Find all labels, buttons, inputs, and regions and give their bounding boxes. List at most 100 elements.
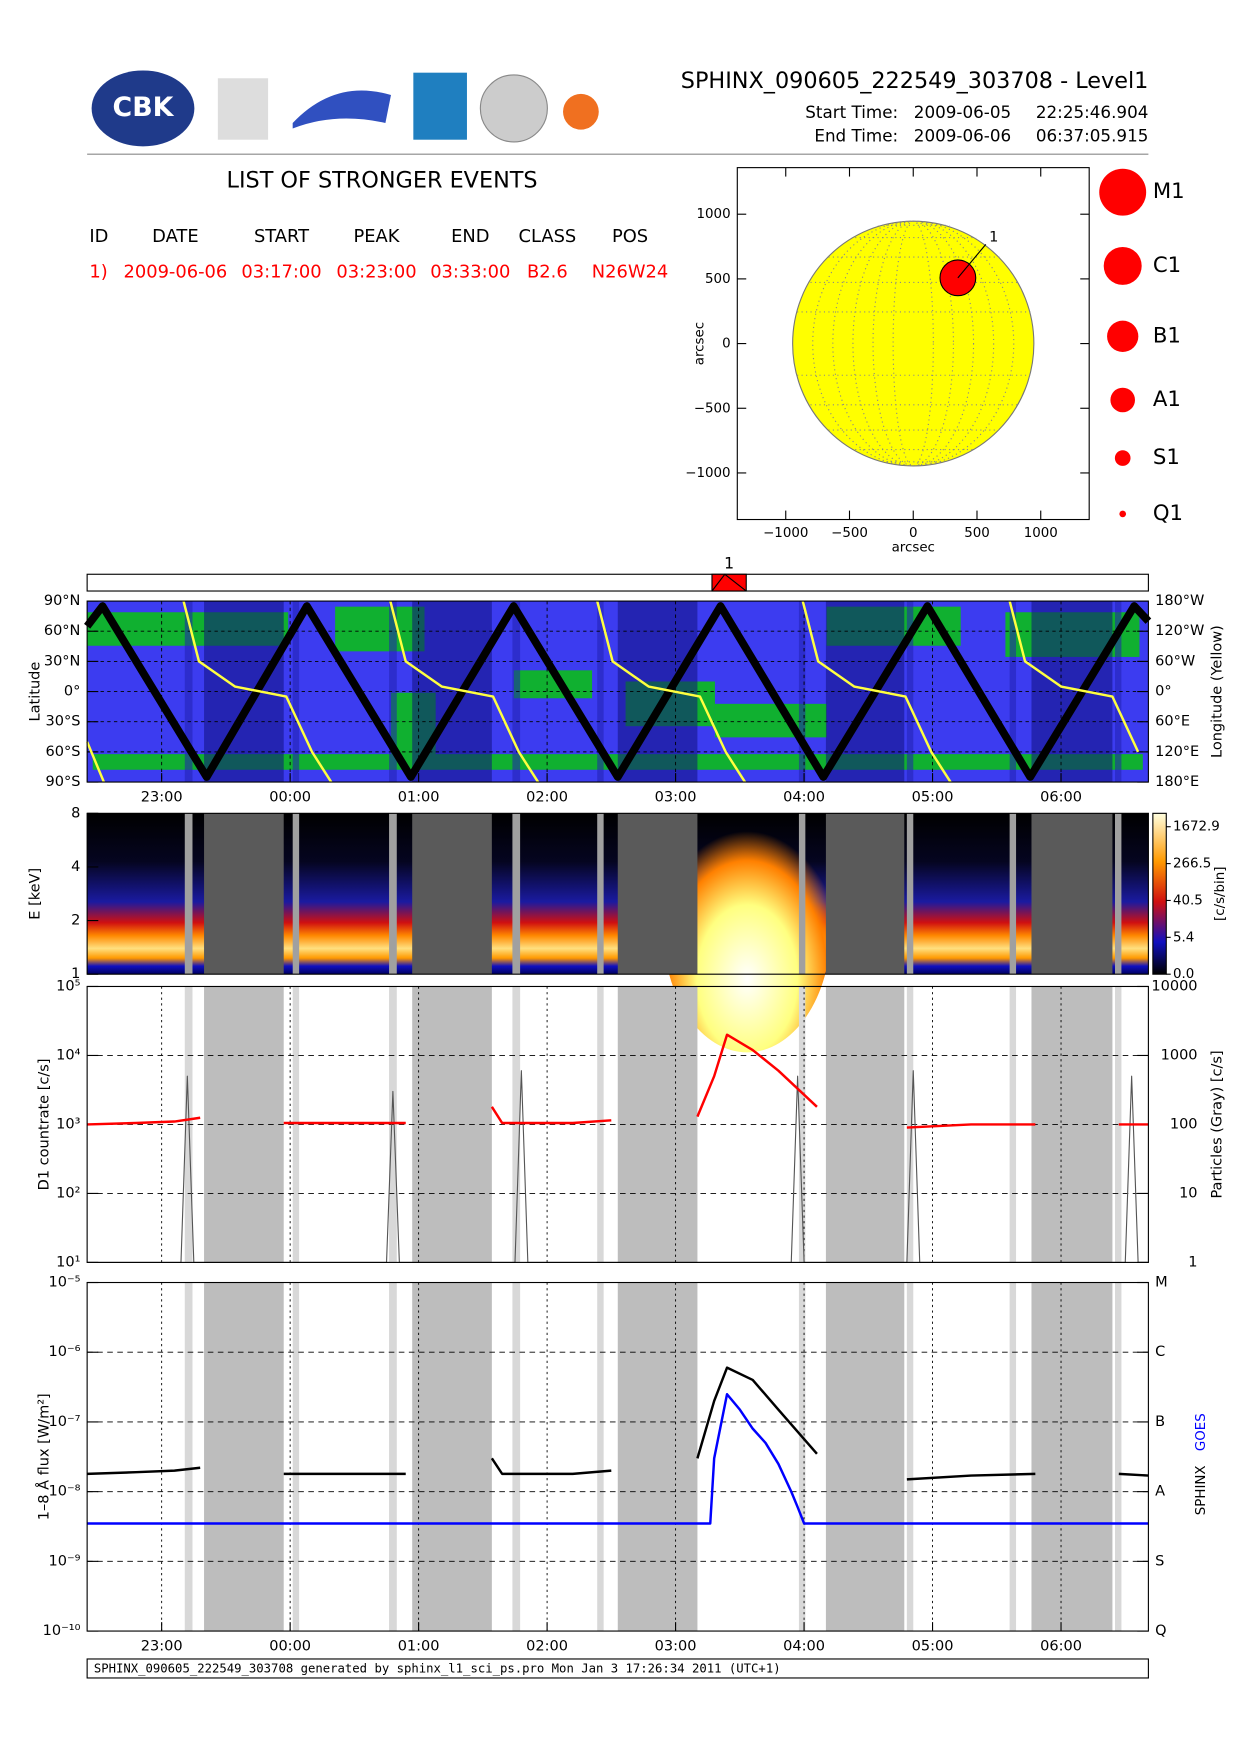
- y-tick-label: 1: [1188, 1254, 1197, 1270]
- class-label: S1: [1153, 445, 1180, 470]
- y-tick-label: 10⁵: [56, 978, 80, 994]
- x-tick-label: 1000: [1024, 526, 1058, 541]
- title: SPHINX_090605_222549_303708 - Level1: [681, 68, 1149, 94]
- x-tick-label: 500: [964, 526, 990, 541]
- y-axis-label: 1–8 Å flux [W/m²]: [36, 1393, 53, 1520]
- y-tick-label: 0°: [64, 684, 81, 700]
- colorbar-label: 1672.9: [1173, 820, 1220, 835]
- class-marker: [1114, 450, 1131, 466]
- solar-disk: [792, 220, 1035, 467]
- y-tick-label: 180°E: [1155, 774, 1199, 790]
- event-marker: [939, 259, 977, 297]
- event-bar-frame: [86, 573, 1149, 592]
- x-tick-label: 03:00: [655, 1639, 697, 1655]
- y-tick-label: Q: [1155, 1623, 1166, 1639]
- gap-light: [389, 813, 397, 975]
- event-cell: 03:33:00: [430, 262, 510, 283]
- cbk-logo: [91, 70, 195, 147]
- class-label: C1: [1153, 253, 1181, 278]
- event-cell: N26W24: [592, 262, 668, 283]
- gap-dark: [412, 1282, 492, 1632]
- plot-frame: [86, 985, 1149, 1263]
- class-label: B1: [1153, 323, 1181, 348]
- class-marker: [1119, 510, 1127, 518]
- class-label: Q1: [1153, 501, 1183, 526]
- logos: CBK: [91, 70, 599, 147]
- colorbar-label: 5.4: [1173, 930, 1194, 945]
- x-tick-label: −500: [831, 526, 868, 541]
- plot-frame: [86, 600, 1149, 783]
- y-tick-label: 10⁻⁶: [48, 1344, 80, 1360]
- logo-text: CBK: [113, 92, 175, 123]
- event-peak: [711, 573, 747, 592]
- coverage-patch: [714, 703, 827, 738]
- column-header: PEAK: [353, 226, 400, 247]
- gap-light: [512, 813, 521, 975]
- footer: SPHINX_090605_222549_303708 generated by…: [94, 1662, 781, 1676]
- gap-light: [389, 601, 397, 783]
- colorbar: [1152, 812, 1167, 975]
- y-tick-label: 90°N: [44, 593, 81, 609]
- colorbar-label: 40.5: [1173, 893, 1203, 908]
- x-tick-label: 06:00: [1040, 790, 1082, 806]
- colorbar-label: 0.0: [1173, 967, 1194, 982]
- y-tick-label: 500: [705, 272, 731, 287]
- logo: [479, 74, 548, 143]
- y-tick-label: 1: [71, 966, 80, 982]
- event-cell: 2009-06-06: [123, 262, 227, 283]
- series-line: [84, 602, 1152, 781]
- gap-light: [798, 601, 806, 783]
- series-line: [87, 1392, 1149, 1525]
- gap-light: [512, 986, 521, 1263]
- y-tick-label: 1000: [1161, 1047, 1198, 1063]
- gap-dark: [617, 813, 698, 975]
- meridian: [872, 220, 955, 466]
- logo: [292, 90, 391, 129]
- y-tick-label: 120°E: [1155, 744, 1199, 760]
- gap-dark: [204, 813, 284, 975]
- gap-light: [1114, 1282, 1122, 1632]
- events-title: LIST OF STRONGER EVENTS: [227, 168, 538, 194]
- gap-light: [1114, 813, 1122, 975]
- gap-light: [798, 813, 806, 975]
- x-tick-label: 02:00: [526, 790, 568, 806]
- y-tick-label: S: [1155, 1553, 1164, 1569]
- gap-light: [906, 986, 914, 1263]
- end-date: 2009-06-06: [914, 125, 1011, 145]
- x-tick-label: 05:00: [912, 1639, 954, 1655]
- y-tick-label: 10: [1179, 1185, 1197, 1201]
- end-time: 06:37:05.915: [1036, 125, 1149, 145]
- event-cell: 1): [89, 262, 107, 283]
- x-tick-label: 04:00: [783, 790, 825, 806]
- event-label: 1: [989, 230, 998, 246]
- y-tick-label: 100: [1170, 1116, 1198, 1132]
- y-tick-label: 0°: [1155, 684, 1172, 700]
- gap-light: [184, 1282, 193, 1632]
- class-label: A1: [1153, 387, 1181, 412]
- y-tick-label: 10¹: [56, 1254, 80, 1270]
- class-marker: [1110, 387, 1135, 413]
- gap-light: [512, 1282, 521, 1632]
- logo: [563, 93, 599, 130]
- series-line: [87, 1033, 1149, 1129]
- y-axis-label: arcsec: [692, 322, 707, 365]
- gap-light: [906, 601, 914, 783]
- y-tick-label: 10⁻⁵: [48, 1275, 80, 1291]
- gap-light: [292, 986, 300, 1263]
- event-cell: 03:23:00: [336, 262, 416, 283]
- disk-grid: [793, 220, 1034, 466]
- x-tick-label: 06:00: [1040, 1639, 1082, 1655]
- y-tick-label: 8: [71, 805, 80, 821]
- class-marker: [1099, 168, 1147, 216]
- meridian: [832, 220, 995, 466]
- y-tick-label: 30°N: [44, 653, 81, 669]
- colorbar-label: 266.5: [1173, 857, 1211, 872]
- gap-dark: [412, 813, 492, 975]
- x-tick-label: −1000: [763, 526, 808, 541]
- y-axis-label: E [keV]: [28, 868, 44, 920]
- gap-light: [597, 601, 604, 783]
- column-header: CLASS: [519, 226, 577, 247]
- y-tick-label: 10³: [56, 1116, 80, 1132]
- gap-light: [292, 813, 300, 975]
